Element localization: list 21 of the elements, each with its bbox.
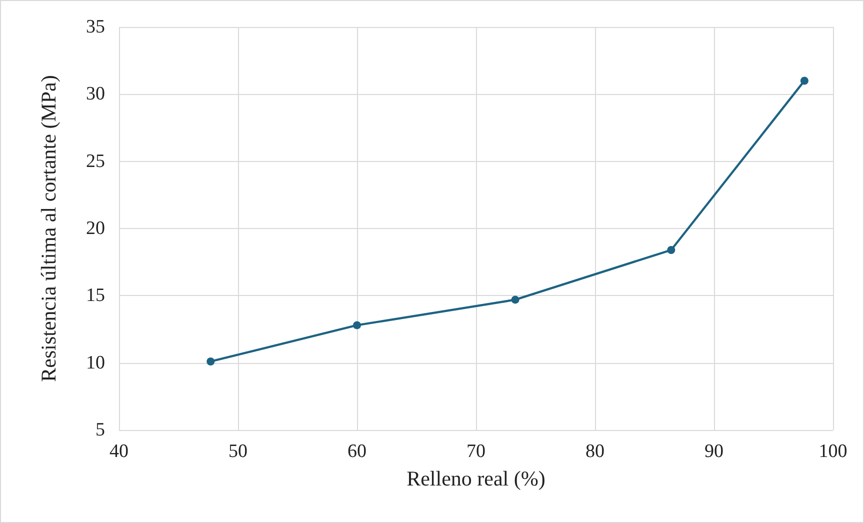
point xyxy=(667,246,676,254)
y-tick-label: 15 xyxy=(86,285,105,306)
x-tick-label: 40 xyxy=(110,441,128,462)
x-tick-label: 50 xyxy=(228,441,248,462)
y-tick-label: 20 xyxy=(86,218,105,239)
x-tick-label: 80 xyxy=(586,441,604,462)
x-tick-label: 100 xyxy=(818,441,848,462)
y-tick-label: 30 xyxy=(86,84,105,105)
y-tick-label: 25 xyxy=(86,150,105,172)
x-tick-label: 60 xyxy=(348,441,366,462)
y-tick-label: 35 xyxy=(86,16,105,38)
point xyxy=(353,321,361,330)
x-axis-title: Relleno real (%) xyxy=(406,466,546,490)
x-tick-label: 90 xyxy=(704,441,724,462)
y-axis-title: Resistencia última al cortante (MPa) xyxy=(36,75,60,382)
y-tick-label: 5 xyxy=(96,420,105,440)
y-tick-label: 10 xyxy=(86,352,105,374)
point xyxy=(511,296,520,304)
point xyxy=(800,76,808,85)
point xyxy=(206,357,215,366)
x-tick-label: 70 xyxy=(466,441,486,462)
